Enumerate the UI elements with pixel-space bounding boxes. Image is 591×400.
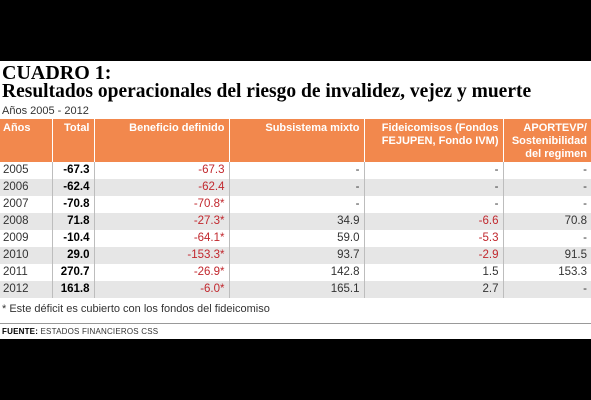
table-row: 2010 29.0 -153.3* 93.7 -2.9 91.5 [0,247,591,264]
cell-aportevp: 70.8 [502,213,591,230]
cell-beneficio: -67.3 [93,162,229,179]
cell-fideicomisos: -2.9 [363,247,503,264]
table-row: 2012 161.8 -6.0* 165.1 2.7- [0,281,591,298]
cell-subsistema: - [228,196,364,213]
cell-aportevp: - [502,179,591,196]
table-label: CUADRO 1: [2,62,112,84]
divider [0,323,591,324]
cell-year: 2006 [0,179,52,196]
cell-beneficio: -70.8* [93,196,229,213]
cell-beneficio: -62.4 [93,179,229,196]
cell-year: 2008 [0,213,52,230]
cell-subsistema: 142.8 [228,264,364,281]
infographic: CUADRO 1: Resultados operacionales del r… [0,61,591,339]
cell-year: 2007 [3,198,29,210]
cell-year: 2005 [3,164,29,176]
table-row: 2009 -10.4 -64.1* 59.0 -5.3- [0,230,591,247]
cell-total: -67.3 [51,162,94,179]
cell-total: -70.8 [51,196,94,213]
cell-subsistema: - [228,162,364,179]
cell-beneficio: -64.1* [93,230,229,247]
cell-aportevp: 153.3 [502,264,591,281]
cell-total: 71.8 [51,213,94,230]
cell-fideicomisos: - [363,162,503,179]
header-beneficio: Beneficio definido [93,119,229,162]
cell-year: 2012 [0,281,52,298]
table-title: Resultados operacionales del riesgo de i… [2,81,532,102]
table-body: 2005 -67.3 -67.3- - -2006 -62.4 -62.4- - -2007 -7… [0,162,591,298]
cell-year: 2011 [3,266,28,278]
cell-aportevp: - [502,230,591,247]
cell-beneficio: -153.3* [93,247,229,264]
cell-total: -10.4 [51,230,94,247]
table-subtitle: Años 2005 - 2012 [2,105,89,117]
source-line: FUENTE: ESTADOS FINANCIEROS CSS [2,327,158,336]
cell-total: 161.8 [51,281,94,298]
header-aportevp: APORTEVP/ Sostenibilidad del regimen [502,119,591,162]
cell-subsistema: 59.0 [228,230,364,247]
cell-fideicomisos: - [363,196,503,213]
cell-beneficio: -27.3* [93,213,229,230]
header-row: Años Total Beneficio definido Subsistema… [0,119,591,162]
cell-fideicomisos: -6.6 [363,213,503,230]
cell-total: 29.0 [51,247,94,264]
cell-aportevp: - [502,162,591,179]
table-row: 2008 71.8 -27.3* 34.9 -6.6 70.8 [0,213,591,230]
cell-subsistema: 93.7 [228,247,364,264]
cell-fideicomisos: 2.7 [363,281,503,298]
results-table: Años Total Beneficio definido Subsistema… [0,119,591,298]
cell-fideicomisos: - [363,179,503,196]
table-row: 2005 -67.3 -67.3- - - [0,162,591,179]
cell-beneficio: -6.0* [93,281,229,298]
source-label: FUENTE: [2,327,39,336]
header-total: Total [51,119,94,162]
cell-aportevp: 91.5 [502,247,591,264]
cell-aportevp: - [502,281,591,298]
cell-beneficio: -26.9* [93,264,229,281]
cell-subsistema: 34.9 [228,213,364,230]
cell-subsistema: - [228,179,364,196]
table-row: 2007 -70.8 -70.8* - - - [0,196,591,213]
cell-year: 2009 [3,232,29,244]
cell-fideicomisos: 1.5 [363,264,503,281]
table-row: 2006 -62.4 -62.4- - - [0,179,591,196]
cell-subsistema: 165.1 [228,281,364,298]
cell-fideicomisos: -5.3 [363,230,503,247]
cell-aportevp: - [502,196,591,213]
header-fideicomisos: Fideicomisos (Fondos FEJUPEN, Fondo IVM) [363,119,503,162]
header-years: Años [0,119,52,162]
cell-total: 270.7 [51,264,94,281]
cell-year: 2010 [0,247,52,264]
header-subsistema: Subsistema mixto [228,119,364,162]
source-text: ESTADOS FINANCIEROS CSS [38,327,159,336]
footnote: * Este déficit es cubierto con los fondo… [2,303,270,315]
table-row: 2011 270.7 -26.9* 142.8 1.5 153.3 [0,264,591,281]
cell-total: -62.4 [51,179,94,196]
